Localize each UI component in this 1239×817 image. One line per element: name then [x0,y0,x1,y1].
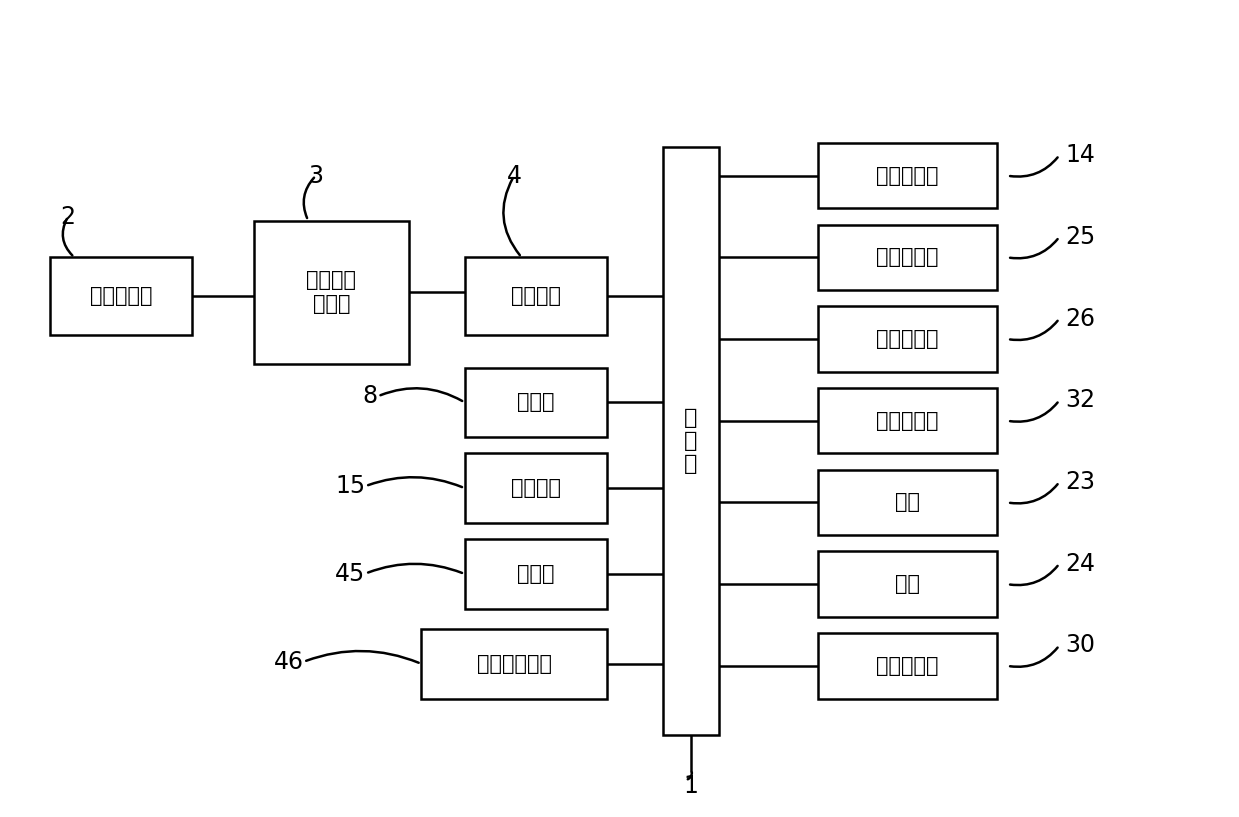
Text: 25: 25 [1066,225,1095,249]
Text: 30: 30 [1066,633,1095,658]
Bar [663,147,719,735]
Text: 水泵: 水泵 [895,574,921,594]
Bar [465,368,607,437]
Text: 计
算
机: 计 算 机 [684,408,698,475]
Bar [818,633,997,699]
Text: 2: 2 [61,204,76,229]
Bar [50,257,192,335]
Bar [818,306,997,372]
Text: 26: 26 [1066,306,1095,331]
Text: 驱动电机: 驱动电机 [510,478,561,498]
Text: 气泵: 气泵 [895,493,921,512]
Text: 升降器: 升降器 [517,564,555,584]
Text: 32: 32 [1066,388,1095,413]
Text: 14: 14 [1066,143,1095,167]
Text: 出液电磁阀: 出液电磁阀 [876,166,939,185]
Bar [254,221,409,364]
Text: 3: 3 [309,163,323,188]
Text: 1: 1 [684,774,699,798]
Text: 15: 15 [336,474,366,498]
Text: 微量泵: 微量泵 [517,392,555,413]
Text: 转换单元: 转换单元 [510,286,561,306]
Text: 空气加热器: 空气加热器 [876,656,939,676]
Text: 8: 8 [363,384,378,408]
Bar [465,539,607,609]
Text: 46: 46 [274,650,304,674]
Bar [465,453,607,523]
Bar [818,225,997,290]
Text: 语音输出电路: 语音输出电路 [477,654,551,674]
Text: 声表面波
谐振器: 声表面波 谐振器 [306,270,357,314]
Text: 进水电磁阀: 进水电磁阀 [876,329,939,349]
Text: 进气电磁阀: 进气电磁阀 [876,248,939,267]
Text: 24: 24 [1066,551,1095,576]
Text: 4: 4 [507,163,522,188]
Text: 细胞电极板: 细胞电极板 [89,286,152,306]
Bar [421,629,607,699]
Text: 排水电磁阀: 排水电磁阀 [876,411,939,431]
Bar [818,388,997,453]
Bar [818,551,997,617]
Bar [465,257,607,335]
Bar [818,143,997,208]
Text: 45: 45 [336,561,366,586]
Text: 23: 23 [1066,470,1095,494]
Bar [818,470,997,535]
